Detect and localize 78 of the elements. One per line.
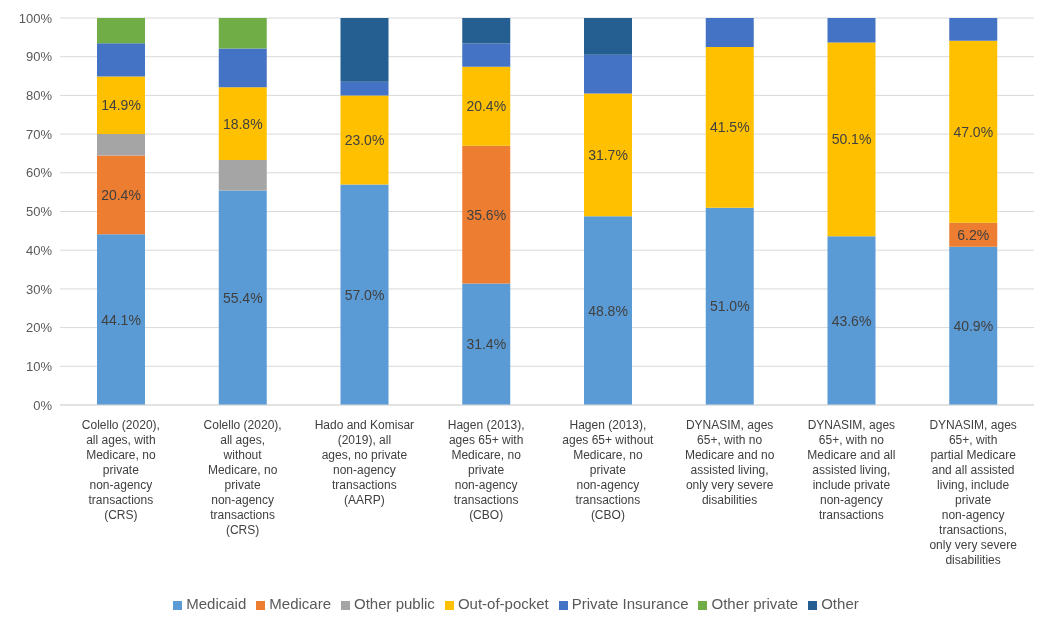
bar [584, 216, 632, 405]
bar [462, 18, 511, 44]
bar [340, 184, 389, 405]
bar [705, 207, 754, 405]
data-label: 57.0% [344, 286, 385, 303]
bar [97, 134, 145, 156]
bar [462, 43, 511, 67]
y-tick-label: 90% [25, 49, 53, 65]
data-label: 40.9% [953, 317, 994, 334]
data-label: 20.4% [101, 186, 141, 203]
bar [584, 93, 632, 217]
legend-label: Other [821, 595, 859, 612]
y-tick-label: 40% [25, 242, 53, 258]
y-tick-label: 60% [25, 165, 53, 181]
bar [462, 145, 511, 284]
bar [584, 54, 632, 94]
data-label: 6.2% [957, 226, 990, 243]
bar [218, 160, 267, 191]
bar [584, 18, 632, 55]
x-tick-label: Colello (2020), all ages, with Medicare, no private non-agency transactions (CRS) [81, 418, 160, 522]
legend-label: Medicaid [186, 595, 247, 612]
bar [462, 283, 511, 405]
y-tick-label: 80% [25, 88, 53, 104]
data-label: 50.1% [831, 131, 872, 148]
y-tick-label: 20% [25, 320, 53, 336]
bar [218, 18, 267, 49]
bar [97, 43, 145, 77]
bar [97, 76, 145, 135]
bar [949, 40, 998, 223]
bar [218, 87, 267, 161]
x-tick-label: DYNASIM, ages 65+, with no Medicare and all assisted living, include private non-agency transactions [807, 418, 896, 522]
legend-label: Other private [711, 595, 799, 612]
y-tick-label: 0% [33, 397, 53, 413]
y-tick-label: 10% [25, 358, 53, 374]
bar [949, 246, 998, 405]
data-label: 51.0% [709, 298, 750, 315]
bar [97, 155, 145, 235]
category-label: DYNASIM, ages 65+, with partial Medicare and all assisted living, include private non-agency transactions, only very severe disabilities [929, 418, 1017, 567]
data-label: 20.4% [466, 98, 507, 115]
legend-label: Private Insurance [571, 595, 689, 612]
data-label: 18.8% [222, 115, 263, 132]
bar [705, 47, 754, 208]
bar [340, 18, 389, 82]
x-tick-label: Hagen (2013), ages 65+ without Medicare, no private non-agency transactions (CBO) [562, 418, 655, 522]
bar [827, 236, 876, 405]
x-tick-label: Hagen (2013), ages 65+ with Medicare, no private non-agency transactions (CBO) [447, 418, 525, 522]
x-tick-label: DYNASIM, ages 65+, with no Medicare and no assisted living, only very severe disabilities [684, 418, 775, 507]
data-label: 35.6% [466, 206, 507, 223]
data-label: 23.0% [344, 131, 385, 148]
y-tick-label: 30% [25, 281, 53, 297]
y-tick-label: 50% [25, 204, 53, 220]
x-tick-label: Hado and Komisar (2019), all ages, no private non-agency transactions (AARP) [314, 418, 415, 507]
x-tick-label: Colello (2020), all ages, without Medicare, no private non-agency transactions (CRS) [203, 418, 282, 537]
bar [705, 18, 754, 48]
data-label: 48.8% [588, 302, 628, 319]
bar [340, 95, 389, 185]
data-label: 31.7% [588, 146, 628, 163]
legend-label: Out-of-pocket [457, 595, 549, 612]
bar [827, 42, 876, 237]
y-tick-label: 100% [18, 10, 53, 26]
bar [218, 190, 267, 405]
y-tick-label: 70% [25, 126, 53, 142]
bar [218, 48, 267, 88]
data-label: 43.6% [831, 312, 872, 329]
data-label: 55.4% [222, 289, 263, 306]
legend-label: Other public [354, 595, 435, 612]
bar [462, 66, 511, 146]
data-label: 14.9% [101, 97, 141, 114]
data-label: 47.0% [953, 123, 994, 140]
bar [340, 81, 389, 96]
data-label: 31.4% [466, 336, 507, 353]
data-label: 41.5% [709, 119, 750, 136]
bar [949, 18, 998, 41]
legend-label: Medicare [269, 595, 331, 612]
bar [827, 18, 876, 43]
bar [97, 18, 145, 44]
bar [97, 234, 145, 405]
data-label: 44.1% [101, 311, 141, 328]
